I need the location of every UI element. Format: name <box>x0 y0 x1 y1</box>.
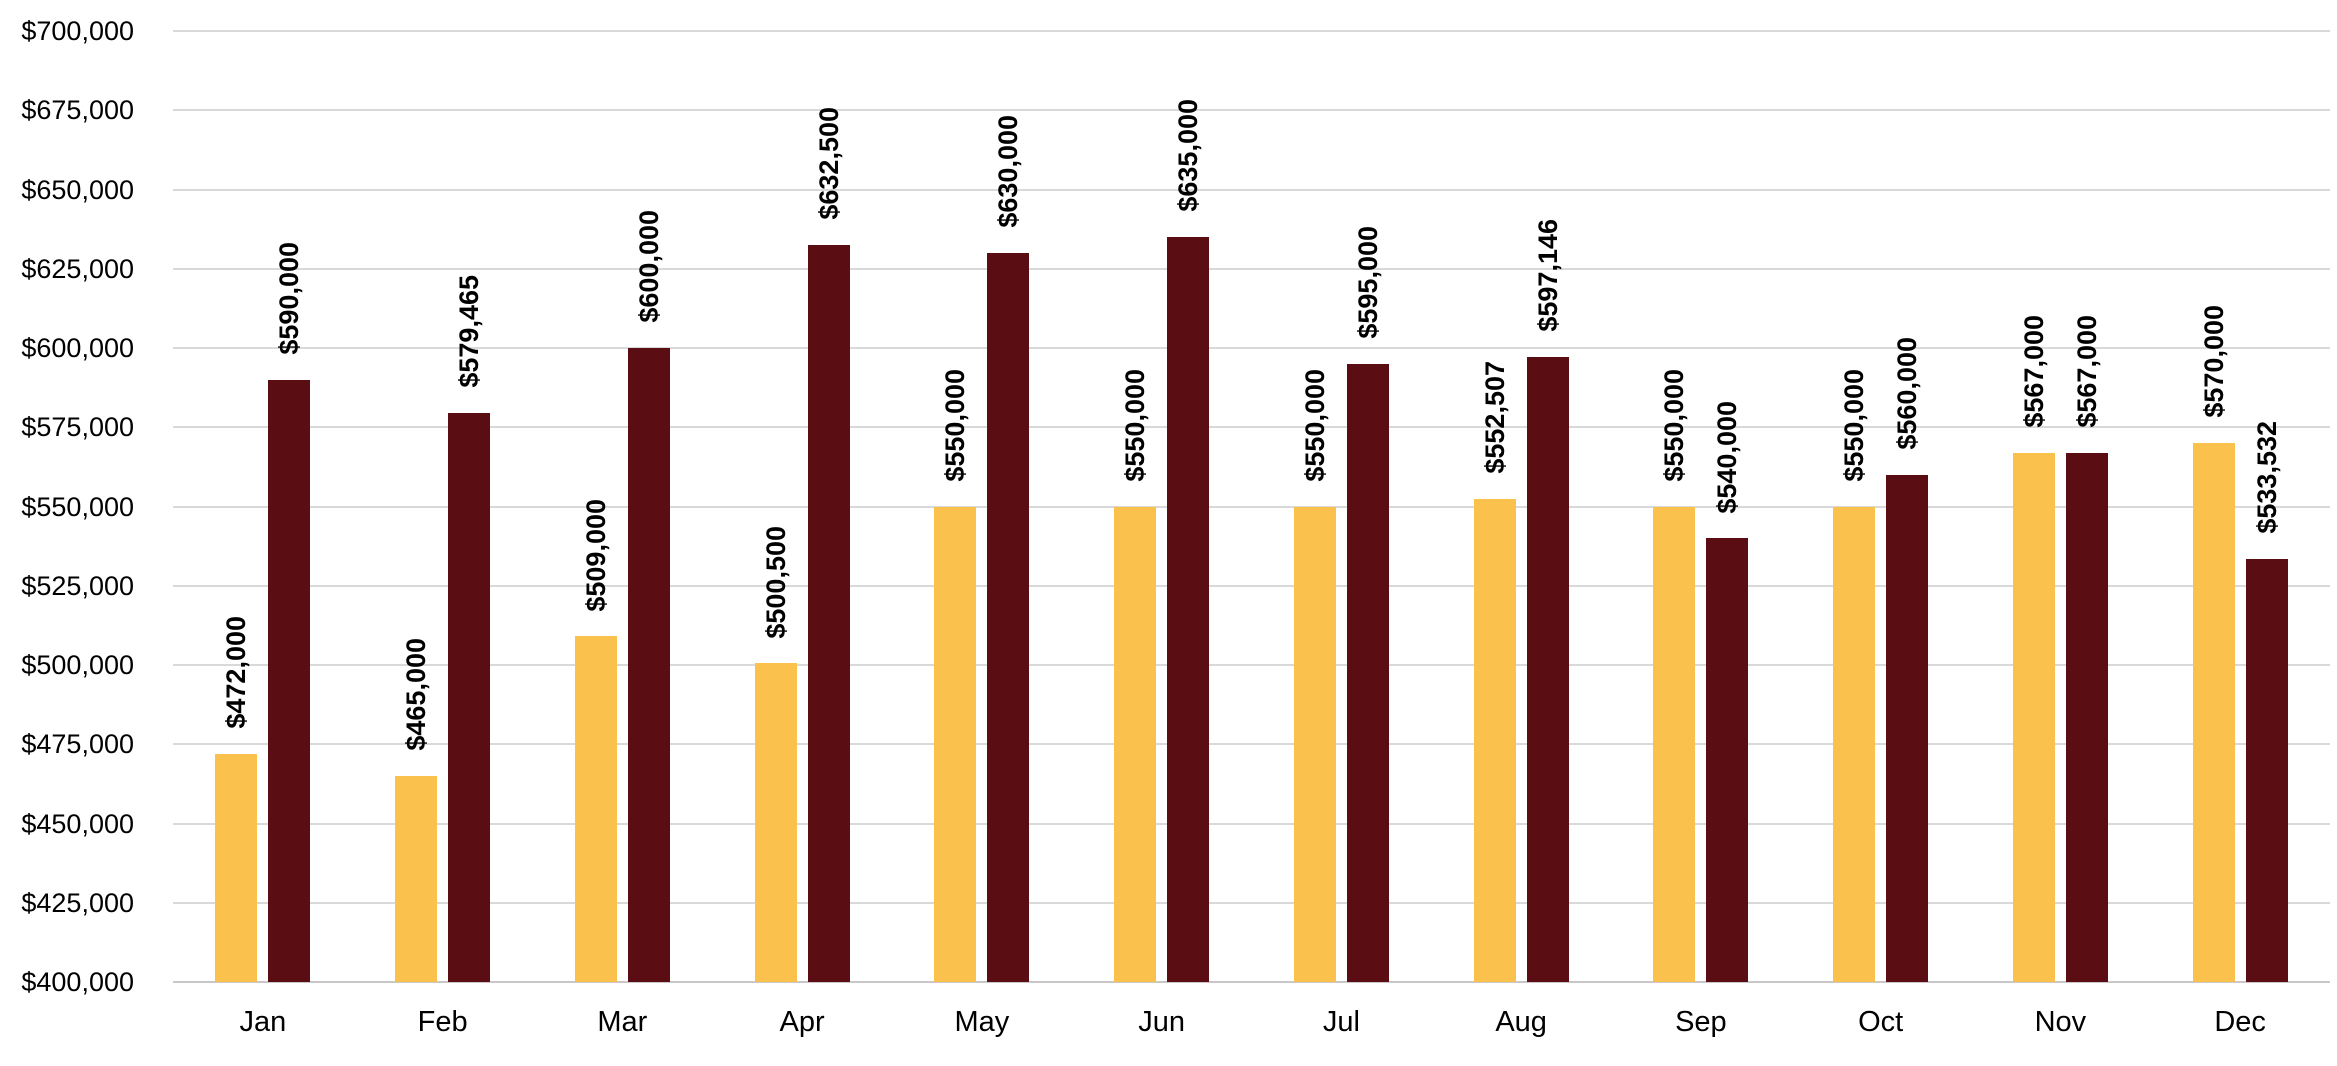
y-axis-tick-label: $450,000 <box>21 808 134 839</box>
bar-nov-dark-maroon <box>2065 452 2108 982</box>
gridline <box>173 901 2330 904</box>
bar-oct-gold <box>1833 506 1876 982</box>
x-axis-label-dec: Dec <box>2214 1006 2266 1038</box>
bar-value-label-may-dark-maroon: $630,000 <box>993 115 1024 228</box>
gridline <box>173 743 2330 746</box>
bar-value-label-apr-gold: $500,500 <box>760 525 791 639</box>
x-axis-label-feb: Feb <box>417 1006 468 1038</box>
gridline <box>173 505 2330 508</box>
y-axis-tick-label: $600,000 <box>21 333 134 363</box>
bar-value-label-aug-dark-maroon: $597,146 <box>1532 219 1563 333</box>
bar-value-label-sep-dark-maroon: $540,000 <box>1712 400 1743 514</box>
bar-dec-gold <box>2192 443 2235 982</box>
bar-value-label-dec-gold: $570,000 <box>2198 305 2229 419</box>
bar-value-label-jun-dark-maroon: $635,000 <box>1173 99 1204 213</box>
x-axis-label-sep: Sep <box>1675 1006 1727 1038</box>
x-axis-label-may: May <box>954 1006 1010 1038</box>
bar-feb-dark-maroon <box>448 413 491 982</box>
bar-value-label-mar-gold: $509,000 <box>580 498 611 612</box>
y-axis-tick-label: $700,000 <box>21 16 134 46</box>
bar-jun-dark-maroon <box>1167 237 1210 982</box>
bar-nov-gold <box>2012 452 2055 982</box>
bar-jun-gold <box>1114 506 1157 982</box>
y-axis-tick-label: $550,000 <box>21 491 134 522</box>
bar-aug-gold <box>1473 498 1516 982</box>
gridline <box>173 30 2330 32</box>
bar-apr-gold <box>754 663 797 982</box>
bar-value-label-jan-dark-maroon: $590,000 <box>274 242 305 355</box>
bar-value-label-mar-dark-maroon: $600,000 <box>633 210 664 323</box>
bar-value-label-jul-gold: $550,000 <box>1299 368 1330 482</box>
y-axis-tick-label: $475,000 <box>21 729 134 760</box>
bar-value-label-aug-gold: $552,507 <box>1479 360 1510 474</box>
bar-dec-dark-maroon <box>2245 558 2288 982</box>
x-axis-label-jul: Jul <box>1322 1006 1360 1038</box>
bar-jan-dark-maroon <box>268 379 311 982</box>
gridline <box>173 664 2330 666</box>
y-axis-tick-label: $675,000 <box>21 95 134 126</box>
bar-value-label-may-gold: $550,000 <box>940 368 971 482</box>
y-axis-tick-label: $650,000 <box>21 174 134 205</box>
bar-value-label-feb-gold: $465,000 <box>401 638 432 751</box>
x-axis-label-aug: Aug <box>1495 1006 1547 1038</box>
gridline <box>173 347 2330 349</box>
bar-value-label-jul-dark-maroon: $595,000 <box>1352 226 1383 339</box>
x-axis-label-nov: Nov <box>2034 1006 2087 1038</box>
bar-value-label-sep-gold: $550,000 <box>1659 368 1690 482</box>
bar-value-label-dec-dark-maroon: $533,532 <box>2251 421 2282 534</box>
gridline <box>173 822 2330 825</box>
gridline <box>173 109 2330 112</box>
x-axis-label-jun: Jun <box>1138 1006 1185 1038</box>
gridline <box>173 426 2330 429</box>
x-axis-label-mar: Mar <box>597 1006 648 1038</box>
bar-value-label-feb-dark-maroon: $579,465 <box>454 275 485 389</box>
y-axis-tick-label: $425,000 <box>21 887 134 918</box>
y-axis-tick-label: $400,000 <box>21 967 134 997</box>
bar-jan-gold <box>215 753 258 982</box>
bar-jul-dark-maroon <box>1346 363 1389 982</box>
y-axis-tick-label: $525,000 <box>21 570 134 601</box>
x-axis-line <box>173 981 2330 983</box>
y-axis-tick-label: $500,000 <box>21 650 134 680</box>
bar-value-label-jan-gold: $472,000 <box>221 616 252 729</box>
bar-mar-dark-maroon <box>627 348 670 982</box>
bar-value-label-oct-gold: $550,000 <box>1839 368 1870 482</box>
bar-sep-dark-maroon <box>1706 538 1749 982</box>
x-axis-label-jan: Jan <box>239 1006 287 1038</box>
gridline <box>173 584 2330 587</box>
bar-value-label-apr-dark-maroon: $632,500 <box>813 107 844 220</box>
x-axis-label-apr: Apr <box>779 1006 825 1038</box>
y-axis-tick-label: $575,000 <box>21 412 134 443</box>
bar-may-dark-maroon <box>987 252 1030 982</box>
bar-oct-dark-maroon <box>1886 474 1929 982</box>
bar-aug-dark-maroon <box>1526 357 1569 982</box>
bar-feb-gold <box>395 775 438 982</box>
bar-value-label-nov-dark-maroon: $567,000 <box>2071 315 2102 428</box>
bar-value-label-oct-dark-maroon: $560,000 <box>1892 337 1923 450</box>
x-axis-label-oct: Oct <box>1858 1006 1904 1038</box>
gridline <box>173 267 2330 270</box>
bar-value-label-nov-gold: $567,000 <box>2018 315 2049 428</box>
bar-value-label-jun-gold: $550,000 <box>1120 368 1151 482</box>
bar-jul-gold <box>1293 506 1336 982</box>
bar-sep-gold <box>1653 506 1696 982</box>
gridline <box>173 188 2330 191</box>
bar-may-gold <box>934 506 977 982</box>
y-axis-tick-label: $625,000 <box>21 253 134 284</box>
bar-apr-dark-maroon <box>807 244 850 982</box>
bar-mar-gold <box>574 636 617 982</box>
